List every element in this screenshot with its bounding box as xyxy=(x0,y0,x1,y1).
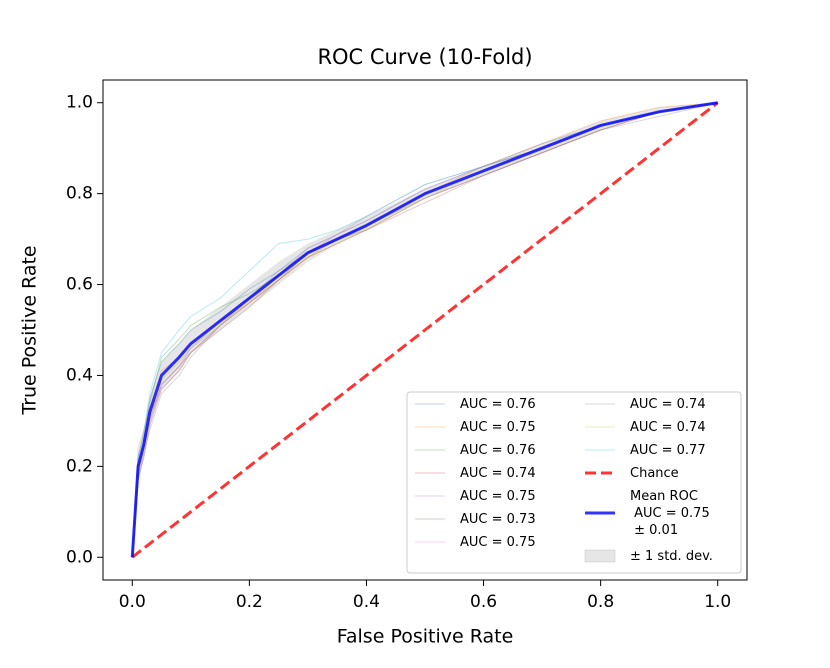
x-tick-label: 0.0 xyxy=(119,592,146,612)
roc-line xyxy=(131,101,719,559)
legend-label: AUC = 0.76 xyxy=(460,397,536,412)
y-axis-label: True Positive Rate xyxy=(19,245,41,415)
x-axis-label: False Positive Rate xyxy=(337,626,514,648)
plot-frame xyxy=(102,79,748,581)
legend-label: AUC = 0.74 xyxy=(460,466,536,481)
legend-label-line: AUC = 0.77 xyxy=(630,443,706,458)
legend-label-line: AUC = 0.75 xyxy=(460,489,536,504)
legend-label: AUC = 0.74 xyxy=(630,397,706,412)
legend-label: AUC = 0.75 xyxy=(460,420,536,435)
legend-label: Chance xyxy=(630,466,679,481)
legend-label: ± 1 std. dev. xyxy=(630,549,713,564)
legend-label-line: AUC = 0.75 xyxy=(460,535,536,550)
y-tick-label: 1.0 xyxy=(66,93,93,113)
legend-label-line: AUC = 0.74 xyxy=(630,420,706,435)
legend-label-line: Chance xyxy=(630,466,679,481)
x-tick-label: 1.0 xyxy=(704,592,731,612)
legend-label: AUC = 0.74 xyxy=(630,420,706,435)
legend-label-line: AUC = 0.76 xyxy=(460,443,536,458)
x-tick-label: 0.2 xyxy=(236,592,263,612)
chart-title: ROC Curve (10-Fold) xyxy=(317,45,532,69)
x-tick-label: 0.4 xyxy=(353,592,380,612)
legend-label: AUC = 0.75 xyxy=(460,535,536,550)
legend-label-line: AUC = 0.74 xyxy=(630,397,706,412)
legend-label-line: AUC = 0.73 xyxy=(460,512,536,527)
roc-line xyxy=(131,102,718,558)
legend-label-line: AUC = 0.75 xyxy=(630,506,710,521)
legend-label-line: ± 0.01 xyxy=(630,523,678,538)
roc-line xyxy=(131,102,718,558)
roc-line xyxy=(130,101,718,558)
legend-label-line: ± 1 std. dev. xyxy=(630,549,713,564)
y-tick-label: 0.4 xyxy=(66,365,93,385)
legend-handle xyxy=(584,549,616,563)
legend-label: Mean ROC AUC = 0.75 ± 0.01 xyxy=(630,489,710,538)
legend-label-line: AUC = 0.75 xyxy=(460,420,536,435)
legend-label: AUC = 0.75 xyxy=(460,489,536,504)
legend-box xyxy=(406,391,742,574)
legend-label: AUC = 0.76 xyxy=(460,443,536,458)
legend-label-line: AUC = 0.76 xyxy=(460,397,536,412)
x-tick-label: 0.6 xyxy=(470,592,497,612)
y-tick-label: 0.6 xyxy=(66,275,93,295)
legend-label-line: Mean ROC xyxy=(630,489,698,504)
legend: AUC = 0.76 AUC = 0.75 AUC = 0.76 AUC = 0.74… xyxy=(406,391,742,574)
legend-label: AUC = 0.77 xyxy=(630,443,706,458)
x-tick-label: 0.8 xyxy=(587,592,614,612)
roc-line xyxy=(131,102,718,558)
legend-label: AUC = 0.73 xyxy=(460,512,536,527)
y-tick-label: 0.2 xyxy=(66,456,93,476)
y-tick-label: 0.0 xyxy=(66,547,93,567)
roc-line xyxy=(131,102,718,558)
y-tick-label: 0.8 xyxy=(66,184,93,204)
legend-label-line: AUC = 0.74 xyxy=(460,466,536,481)
